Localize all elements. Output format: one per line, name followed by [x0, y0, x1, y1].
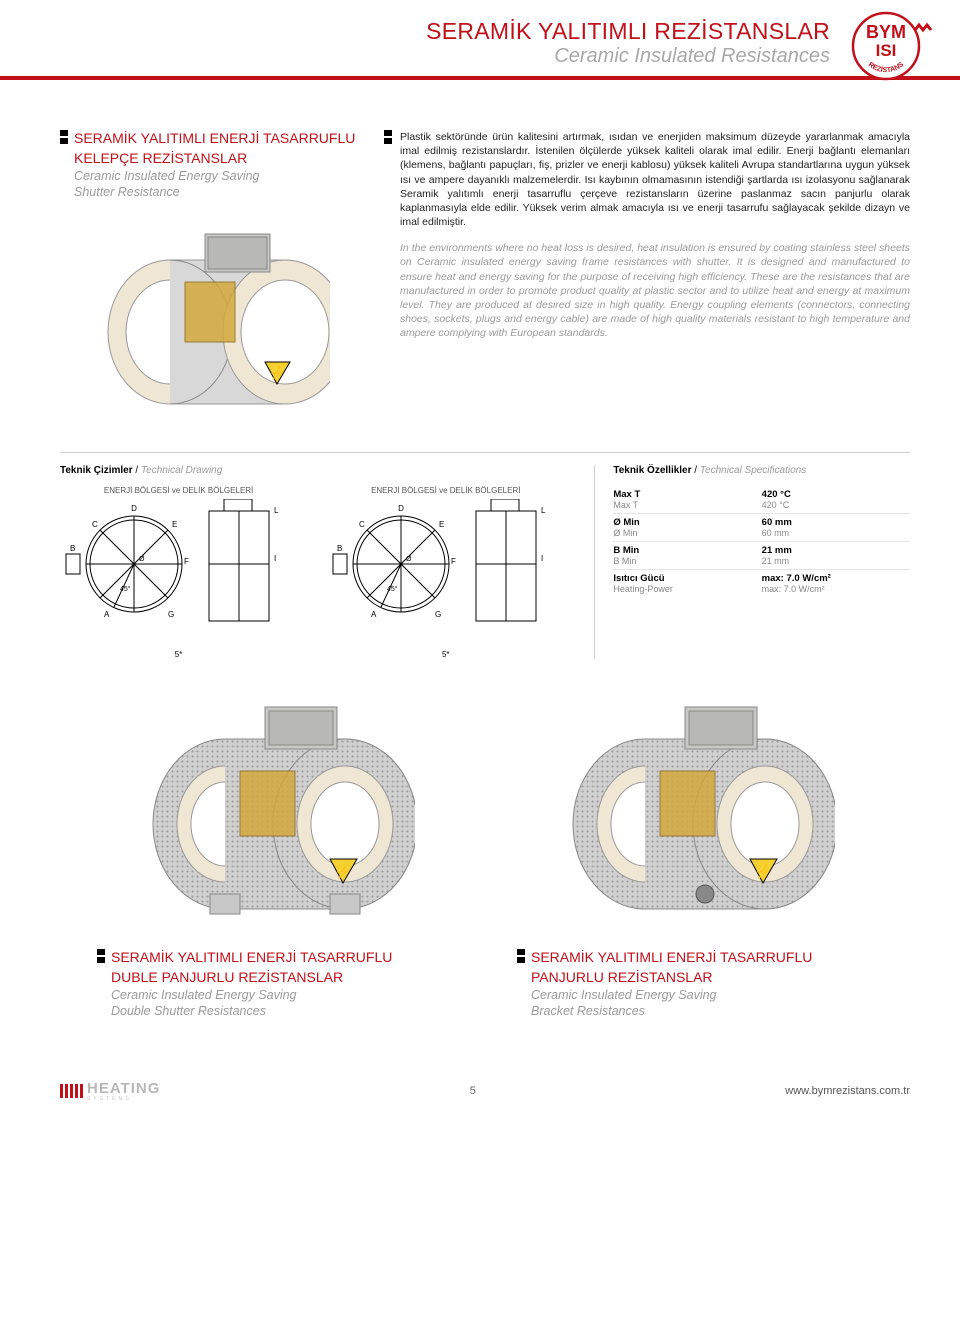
card-title-en-1: Ceramic Insulated Energy Saving — [111, 988, 465, 1004]
card-title-tr-1: SERAMİK YALITIMLI ENERJİ TASARRUFLU — [111, 949, 465, 967]
card-title-en-2: Bracket Resistances — [531, 1004, 885, 1020]
svg-text:E: E — [172, 520, 177, 529]
heating-logo: HEATING SYSTEMS — [60, 1080, 160, 1102]
specs-heading: Teknik Özellikler / Technical Specificat… — [613, 465, 910, 476]
card-title-en-1: Ceramic Insulated Energy Saving — [531, 988, 885, 1004]
svg-text:C: C — [359, 520, 365, 529]
spec-row: Ø MinØ Min 60 mm60 mm — [613, 514, 910, 542]
svg-text:E: E — [439, 520, 444, 529]
card-title-tr-2: PANJURLU REZİSTANSLAR — [531, 969, 885, 987]
product-title-en-2: Shutter Resistance — [74, 185, 360, 201]
card-title-tr-1: SERAMİK YALITIMLI ENERJİ TASARRUFLU — [531, 949, 885, 967]
svg-text:F: F — [184, 557, 189, 566]
drawing-dim-label: 5* — [60, 650, 297, 659]
spec-row: Max TMax T 420 °C420 °C — [613, 486, 910, 514]
product-title-tr-1: SERAMİK YALITIMLI ENERJİ TASARRUFLU — [74, 130, 360, 148]
svg-text:D: D — [131, 504, 137, 513]
svg-text:45°: 45° — [120, 585, 131, 593]
drawings-heading: Teknik Çizimler / Technical Drawing — [60, 465, 564, 476]
product-image: ⚡ — [85, 699, 465, 929]
product-card-bracket: ⚡ SERAMİK YALITIMLI ENERJİ TASARRUFLU PA… — [505, 699, 885, 1019]
title-markers — [60, 130, 68, 146]
website-url: www.bymrezistans.com.tr — [785, 1085, 910, 1097]
technical-drawing-1: ENERJİ BÖLGESİ ve DELİK BÖLGELERİ — [60, 486, 297, 659]
svg-text:B: B — [70, 544, 75, 553]
spec-row: B MinB Min 21 mm21 mm — [613, 542, 910, 570]
product-image: ⚡ — [505, 699, 885, 929]
spec-row: Isıtıcı GücüHeating-Power max: 7.0 W/cm²… — [613, 570, 910, 597]
product-card-double-shutter: ⚡ SERAMİK YALITIMLI ENERJİ TASARRUFLU DU… — [85, 699, 465, 1019]
svg-text:I: I — [274, 554, 276, 563]
technical-drawing-2: ENERJİ BÖLGESİ ve DELİK BÖLGELERİ — [327, 486, 564, 659]
svg-text:BYM: BYM — [866, 22, 906, 42]
page-number: 5 — [470, 1085, 476, 1097]
svg-text:ISI: ISI — [876, 41, 897, 60]
svg-text:Ø: Ø — [139, 556, 145, 563]
page-footer: HEATING SYSTEMS 5 www.bymrezistans.com.t… — [0, 1080, 960, 1122]
card-title-en-2: Double Shutter Resistances — [111, 1004, 465, 1020]
product-title-tr-2: KELEPÇE REZİSTANSLAR — [74, 150, 360, 168]
products-row: ⚡ SERAMİK YALITIMLI ENERJİ TASARRUFLU DU… — [60, 699, 910, 1019]
bym-logo: BYM ISI REZİSTANS — [850, 10, 932, 87]
svg-text:L: L — [274, 506, 279, 515]
description-tr: Plastik sektöründe ürün kalitesini artır… — [400, 130, 910, 229]
title-markers — [517, 949, 525, 1019]
main-product-image: ⚡ — [60, 222, 360, 422]
svg-text:C: C — [92, 520, 98, 529]
desc-markers — [384, 130, 392, 146]
svg-text:⚡: ⚡ — [269, 365, 285, 381]
svg-text:A: A — [104, 610, 110, 619]
description-en: In the environments where no heat loss i… — [400, 241, 910, 340]
header-title-tr: SERAMİK YALITIMLI REZİSTANSLAR — [0, 18, 830, 45]
svg-text:F: F — [451, 557, 456, 566]
drawing-dim-label: 5* — [327, 650, 564, 659]
svg-text:A: A — [371, 610, 377, 619]
svg-text:⚡: ⚡ — [754, 863, 771, 880]
technical-section: Teknik Çizimler / Technical Drawing ENER… — [60, 452, 910, 659]
svg-text:L: L — [541, 506, 546, 515]
title-markers — [97, 949, 105, 1019]
header-rule — [0, 76, 960, 80]
specs-table: Max TMax T 420 °C420 °C Ø MinØ Min 60 mm… — [613, 486, 910, 597]
svg-text:Ø: Ø — [406, 556, 412, 563]
svg-text:⚡: ⚡ — [334, 863, 351, 880]
card-title-tr-2: DUBLE PANJURLU REZİSTANSLAR — [111, 969, 465, 987]
svg-text:G: G — [435, 610, 441, 619]
svg-text:B: B — [337, 544, 342, 553]
product-title-en-1: Ceramic Insulated Energy Saving — [74, 169, 360, 185]
svg-text:I: I — [541, 554, 543, 563]
svg-text:45°: 45° — [387, 585, 398, 593]
page-header: SERAMİK YALITIMLI REZİSTANSLAR Ceramic I… — [0, 0, 960, 95]
header-title-en: Ceramic Insulated Resistances — [0, 45, 830, 68]
svg-text:G: G — [168, 610, 174, 619]
svg-text:D: D — [398, 504, 404, 513]
main-product-section: SERAMİK YALITIMLI ENERJİ TASARRUFLU KELE… — [60, 130, 910, 422]
